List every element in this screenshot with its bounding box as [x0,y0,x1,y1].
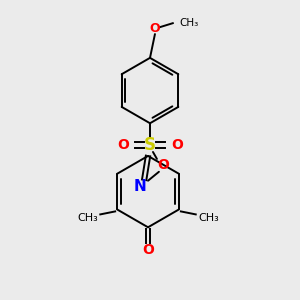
Text: O: O [157,158,169,172]
Text: O: O [142,243,154,257]
Text: O: O [117,138,129,152]
Text: O: O [171,138,183,152]
Text: CH₃: CH₃ [198,213,219,224]
Text: S: S [144,136,156,154]
Text: CH₃: CH₃ [180,18,199,28]
Text: O: O [150,22,160,34]
Text: CH₃: CH₃ [77,213,98,224]
Text: N: N [134,179,146,194]
